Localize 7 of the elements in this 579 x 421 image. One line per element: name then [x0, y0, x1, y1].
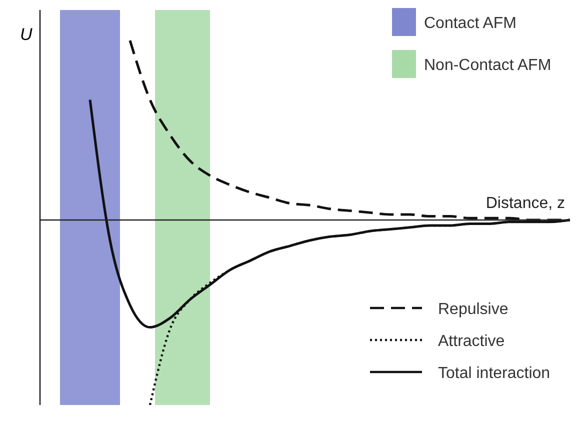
legend-label: Attractive — [438, 333, 505, 350]
legend-label: Repulsive — [438, 301, 508, 318]
y-axis-title: U — [20, 25, 33, 44]
text: Contact AFM — [424, 15, 516, 32]
legend-label: Total interaction — [438, 365, 550, 382]
annotation: Non-Contact AFM — [424, 57, 552, 74]
x-axis-title: Distance, z — [486, 195, 565, 212]
